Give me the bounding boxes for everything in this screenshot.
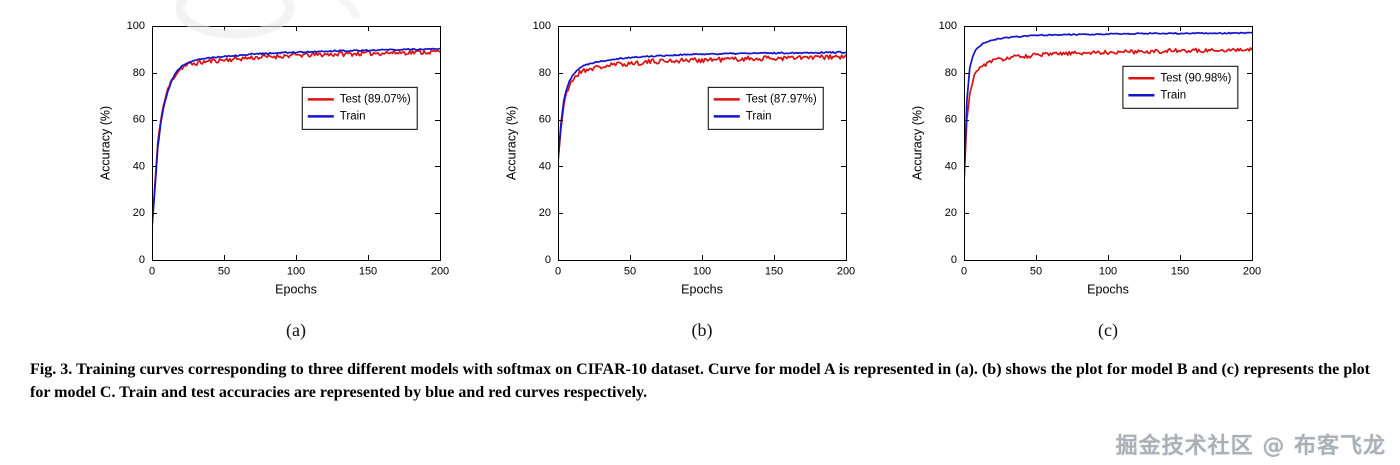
charts-row: (a) (b) (c) [92, 14, 1264, 341]
chart-c: (c) [904, 14, 1264, 341]
chart-a-canvas [92, 14, 452, 314]
chart-b-canvas [498, 14, 858, 314]
chart-b: (b) [498, 14, 858, 341]
chart-c-sublabel: (c) [1098, 320, 1118, 340]
chart-b-sublabel: (b) [691, 320, 713, 340]
figure-caption: Fig. 3. Training curves corresponding to… [30, 361, 1370, 401]
watermark-text: 掘金技术社区 @ 布客飞龙 [1115, 434, 1386, 459]
chart-a-sublabel: (a) [286, 320, 306, 340]
chart-c-canvas [904, 14, 1264, 314]
chart-a: (a) [92, 14, 452, 341]
